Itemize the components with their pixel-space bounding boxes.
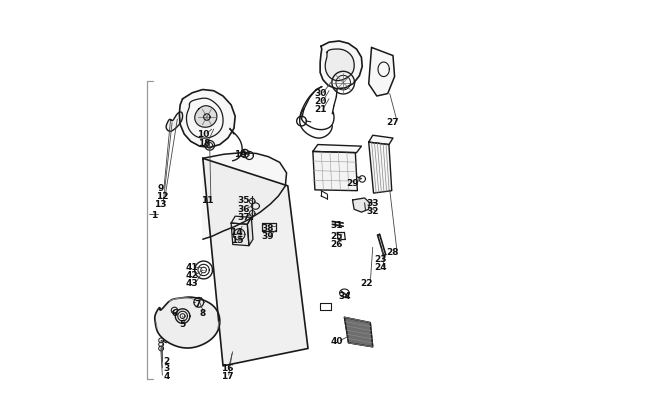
Text: 8: 8 — [200, 308, 206, 317]
Text: 12: 12 — [156, 192, 168, 201]
Text: 27: 27 — [387, 117, 399, 126]
Text: 41: 41 — [186, 262, 199, 272]
Polygon shape — [155, 297, 220, 348]
Polygon shape — [195, 107, 217, 128]
Text: 18: 18 — [198, 138, 211, 147]
Text: 13: 13 — [153, 199, 166, 208]
Polygon shape — [231, 224, 249, 246]
Polygon shape — [320, 42, 362, 90]
Polygon shape — [369, 48, 395, 97]
Polygon shape — [247, 218, 253, 246]
Text: 19: 19 — [235, 149, 247, 158]
Text: 36: 36 — [238, 204, 250, 213]
Text: 32: 32 — [367, 207, 379, 216]
Text: 3: 3 — [163, 364, 170, 373]
Polygon shape — [203, 153, 287, 240]
Text: 9: 9 — [158, 184, 164, 193]
Text: 40: 40 — [330, 336, 343, 345]
Text: 25: 25 — [330, 231, 343, 240]
Text: 4: 4 — [163, 371, 170, 380]
Polygon shape — [179, 90, 235, 148]
Polygon shape — [313, 152, 358, 191]
Text: 43: 43 — [186, 279, 199, 288]
Text: 31: 31 — [330, 220, 343, 229]
Text: 33: 33 — [367, 199, 379, 208]
Text: 20: 20 — [314, 97, 326, 106]
Text: 6: 6 — [172, 308, 177, 317]
Polygon shape — [352, 198, 369, 213]
Text: 21: 21 — [314, 105, 326, 114]
Text: 10: 10 — [196, 129, 209, 139]
Text: 42: 42 — [186, 271, 199, 279]
Polygon shape — [166, 113, 183, 132]
Text: 29: 29 — [346, 179, 359, 188]
Text: 24: 24 — [374, 262, 387, 272]
Text: 11: 11 — [201, 196, 213, 205]
Polygon shape — [203, 159, 308, 366]
Text: 15: 15 — [231, 235, 243, 244]
Text: 2: 2 — [163, 356, 170, 365]
Polygon shape — [369, 143, 392, 194]
Text: 30: 30 — [314, 89, 326, 98]
Polygon shape — [344, 318, 372, 347]
Text: 23: 23 — [374, 254, 387, 264]
Text: 5: 5 — [179, 319, 186, 328]
Text: 7: 7 — [194, 300, 201, 309]
Text: 39: 39 — [261, 231, 274, 240]
Polygon shape — [231, 217, 252, 225]
Polygon shape — [325, 50, 354, 81]
Text: 26: 26 — [330, 239, 343, 248]
Text: 34: 34 — [338, 292, 351, 301]
Text: 22: 22 — [360, 278, 372, 287]
Text: 16: 16 — [221, 363, 233, 372]
Text: 14: 14 — [231, 227, 243, 236]
Text: 28: 28 — [387, 247, 399, 256]
Text: 37: 37 — [238, 212, 250, 221]
Text: 1: 1 — [151, 210, 157, 219]
Polygon shape — [369, 136, 393, 145]
Text: 17: 17 — [221, 371, 233, 380]
Polygon shape — [313, 145, 361, 153]
Text: 38: 38 — [261, 223, 274, 232]
Text: 35: 35 — [238, 196, 250, 205]
